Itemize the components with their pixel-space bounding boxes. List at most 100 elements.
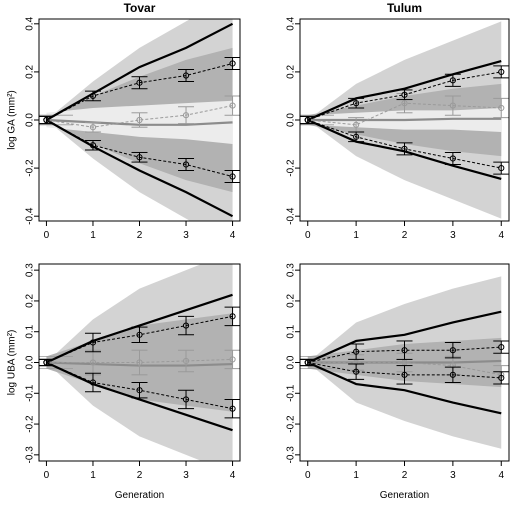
lower-obs-point [89,142,97,149]
upper-obs-point [89,339,97,346]
y-tick-label: -0.1 [286,384,297,402]
y-tick-label: 0.2 [25,294,36,308]
plot-area [300,276,509,449]
upper-obs-point [229,313,236,320]
y-tick-label: 0.0 [25,355,36,369]
y-axis-label: log UBA (mm²) [7,330,18,396]
null-obs-point [136,116,143,124]
y-tick-label: -0.2 [25,159,36,177]
y-tick-label: 0.2 [25,65,36,79]
lower-line [45,119,234,218]
lower-obs-point [353,133,360,140]
y-tick-label: 0.4 [286,16,297,30]
lower-obs-point [498,374,505,381]
y-tick-label: 0.0 [286,113,297,127]
y-tick-label: -0.3 [25,446,36,464]
x-tick-label: 1 [90,230,96,241]
plot-area [300,21,509,219]
panel-title: Tulum [387,1,422,15]
upper-obs-point [353,348,360,355]
x-axis-label: Generation [115,490,164,501]
x-tick-label: 2 [137,470,143,481]
x-tick-label: 1 [353,470,359,481]
upper-obs-point [136,331,143,338]
null-obs-point [89,124,97,131]
lower-obs-point [89,379,97,386]
lower-line [307,361,502,415]
upper-obs-point [449,77,456,84]
y-tick-label: 0.3 [25,263,36,277]
x-tick-label: 0 [44,470,50,481]
lower-obs-point [498,164,505,172]
lower-line [45,361,233,432]
null-obs-line [46,358,233,363]
x-tick-label: 3 [450,230,456,241]
x-tick-label: 4 [498,470,504,481]
plot-area [39,19,240,221]
null-obs-line [46,105,233,128]
lower-obs-point [401,371,408,378]
null-obs-point [229,356,236,363]
panel-tulum-ga: -0.4 -0.2 0.0 0.2 0.4 0 1 2 3 4 Tulum [286,1,510,241]
lower-obs-point [43,116,50,124]
null-obs-point [89,359,97,366]
x-tick-label: 0 [305,470,311,481]
x-tick-label: 4 [230,470,236,481]
upper-line [45,293,233,364]
panel-tovar-uba: -0.3 -0.2 -0.1 0.0 0.1 0.2 0.3 0 1 2 3 4 log UBA (mm… [7,263,241,501]
x-tick-label: 2 [137,230,143,241]
y-tick-label: 0.1 [25,324,36,338]
y-tick-label: -0.2 [286,415,297,433]
y-tick-label: -0.2 [25,415,36,433]
y-tick-label: 0.4 [25,16,36,30]
y-tick-label: -0.4 [286,207,297,225]
y-tick-label: 0.3 [286,263,297,277]
null-obs-point [182,112,190,119]
x-tick-label: 0 [305,230,311,241]
null-obs-point [401,100,408,107]
upper-obs-point [89,92,97,100]
lower-obs-point [182,396,190,403]
null-obs-point [498,104,505,112]
lower-obs-point [401,145,408,152]
panel-title: Tovar [124,1,156,15]
lower-obs-point [353,368,360,375]
upper-obs-point [182,72,190,79]
x-tick-label: 1 [90,470,96,481]
x-tick-label: 4 [230,230,236,241]
upper-obs-point [229,60,236,67]
upper-obs-point [449,347,456,354]
upper-obs-point [498,68,505,76]
null-obs-point [229,102,236,109]
lower-obs-point [229,405,236,412]
panel-tulum-uba: -0.3 -0.2 -0.1 0.0 0.1 0.2 0.3 0 1 2 3 4 Generation [286,263,510,501]
plot-area [39,264,240,461]
x-tick-label: 3 [183,230,189,241]
y-tick-label: 0.0 [286,355,297,369]
x-tick-label: 4 [498,230,504,241]
x-tick-label: 3 [183,470,189,481]
null-line [307,117,502,122]
null-obs-point [353,121,360,128]
y-tick-label: -0.4 [25,207,36,225]
lower-obs-point [136,387,143,394]
y-tick-label: -0.2 [286,159,297,177]
lower-obs-point [449,155,456,162]
x-tick-label: 2 [402,470,408,481]
null-obs-point [449,102,456,109]
lower-obs-point [304,116,311,124]
upper-obs-point [401,91,408,98]
x-tick-label: 1 [353,230,359,241]
x-tick-label: 0 [44,230,50,241]
upper-obs-point [353,100,360,107]
x-axis-label: Generation [380,490,429,501]
upper-obs-point [401,347,408,354]
upper-line [307,60,502,122]
lower-obs-point [229,173,236,180]
y-axis-label: log GA (mm²) [7,90,18,149]
lower-obs-point [304,359,311,366]
y-tick-label: -0.1 [25,384,36,402]
null-obs-point [136,359,143,366]
upper-obs-point [136,79,143,86]
